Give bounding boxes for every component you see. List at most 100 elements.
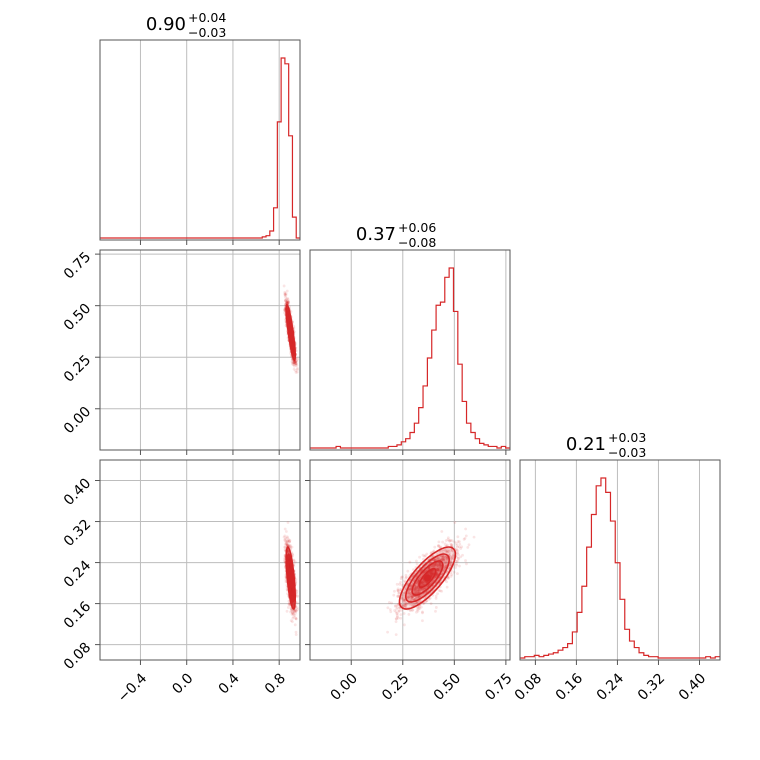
sample-point <box>284 536 288 540</box>
sample-point <box>404 606 408 609</box>
sample-point <box>294 362 298 366</box>
sample-point <box>411 597 415 601</box>
sample-point <box>433 563 436 567</box>
sample-point <box>293 361 297 365</box>
title-minus: −0.03 <box>188 25 226 40</box>
sample-point <box>417 607 420 611</box>
sample-point <box>430 573 434 577</box>
title-minus: −0.03 <box>608 445 646 460</box>
sample-point <box>283 545 287 549</box>
sample-point <box>438 589 442 593</box>
sample-point <box>402 598 406 602</box>
sample-point <box>397 589 400 593</box>
sample-point <box>456 559 460 563</box>
sample-point <box>437 562 441 566</box>
sample-point <box>464 534 468 538</box>
sample-point <box>439 565 443 569</box>
sample-point <box>292 367 296 371</box>
sample-point <box>437 540 441 544</box>
sample-point <box>431 564 435 568</box>
sample-point <box>446 550 450 553</box>
sample-point <box>448 539 452 543</box>
sample-point <box>449 563 453 567</box>
x-tick-label: 0.50 <box>431 670 464 703</box>
sample-point <box>439 566 442 570</box>
sample-point <box>395 614 399 618</box>
sample-point <box>455 548 459 552</box>
sample-point <box>429 571 433 575</box>
sample-point <box>288 544 292 548</box>
sample-point <box>394 633 398 636</box>
sample-point <box>434 594 438 598</box>
sample-point <box>282 284 286 288</box>
sample-point <box>452 550 455 554</box>
sample-point <box>430 564 433 568</box>
sample-point <box>295 364 299 367</box>
sample-point <box>416 589 420 593</box>
sample-point <box>284 530 288 533</box>
y-tick-label: 0.16 <box>61 599 94 632</box>
sample-point <box>400 596 404 600</box>
sample-point <box>283 534 287 538</box>
sample-point <box>386 630 389 634</box>
sample-point <box>440 555 444 559</box>
sample-point <box>283 557 286 561</box>
sample-point <box>439 545 443 549</box>
sample-point <box>472 535 476 539</box>
sample-point <box>434 562 438 566</box>
sample-point <box>292 612 295 615</box>
panel-2-2 <box>519 459 721 665</box>
sample-point <box>285 544 289 547</box>
sample-point <box>282 535 286 539</box>
sample-point <box>435 566 439 570</box>
sample-point <box>466 545 470 549</box>
sample-point <box>444 561 447 564</box>
sample-point <box>283 545 287 549</box>
sample-point <box>435 571 439 575</box>
sample-point <box>430 570 433 574</box>
sample-point <box>421 611 424 615</box>
sample-point <box>283 292 287 296</box>
sample-point <box>447 567 451 570</box>
sample-point <box>402 593 405 597</box>
sample-point <box>295 601 299 605</box>
sample-point <box>429 551 433 555</box>
sample-point <box>291 610 294 614</box>
sample-point <box>284 542 288 546</box>
sample-point <box>429 560 433 564</box>
sample-point <box>436 556 440 560</box>
sample-point <box>459 547 463 550</box>
sample-point <box>442 557 446 561</box>
sample-point <box>444 564 448 568</box>
sample-point <box>418 589 421 593</box>
sample-point <box>436 567 439 571</box>
sample-point <box>292 363 296 366</box>
sample-point <box>429 572 433 575</box>
sample-point <box>445 548 448 551</box>
sample-point <box>415 591 418 595</box>
panel-frame <box>519 459 721 661</box>
sample-point <box>423 587 426 591</box>
sample-point <box>444 555 448 559</box>
sample-point <box>285 542 289 545</box>
sample-point <box>295 606 299 610</box>
sample-point <box>445 580 449 584</box>
sample-point <box>295 359 298 362</box>
sample-point <box>437 568 441 572</box>
sample-point <box>453 540 457 544</box>
sample-point <box>293 360 296 364</box>
sample-point <box>436 567 439 571</box>
x-tick-label: 0.32 <box>635 670 668 703</box>
sample-point <box>429 571 433 575</box>
sample-point <box>455 542 458 545</box>
sample-point <box>403 579 406 583</box>
sample-point <box>417 594 421 598</box>
panel-frame <box>99 39 301 241</box>
sample-point <box>457 553 460 557</box>
sample-point <box>286 299 290 303</box>
sample-point <box>414 590 417 594</box>
sample-point <box>285 300 289 304</box>
sample-point <box>456 540 460 543</box>
sample-point <box>421 580 425 584</box>
panel-frame <box>99 459 301 661</box>
